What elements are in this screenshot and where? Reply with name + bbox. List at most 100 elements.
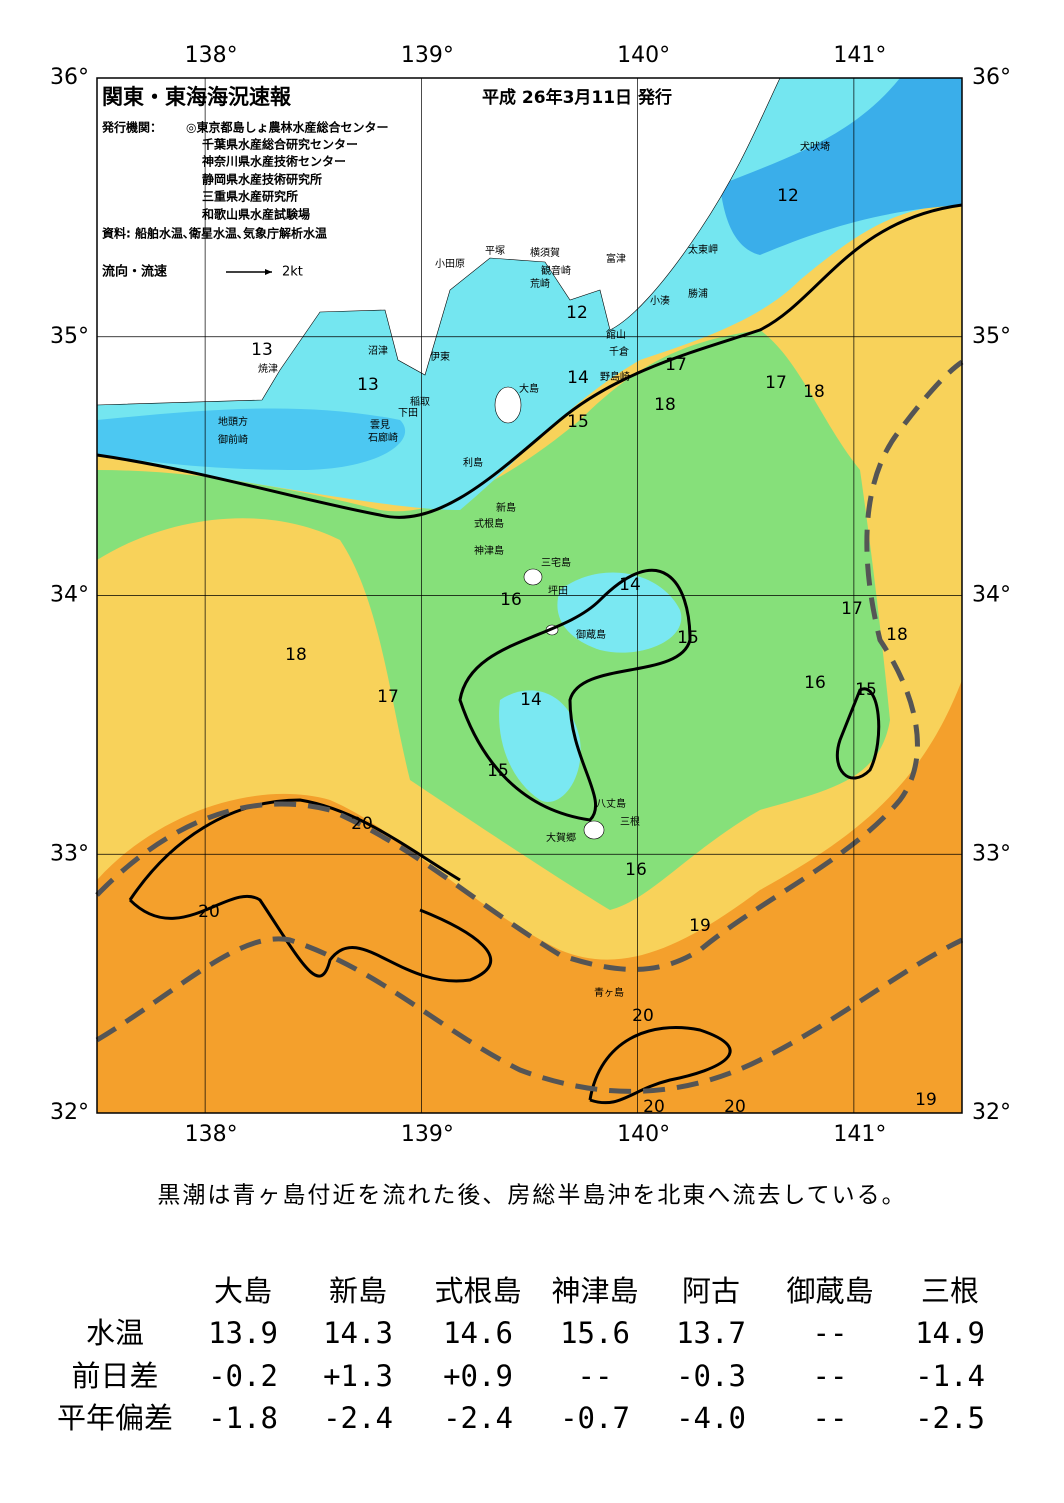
lon-tick-label: 141° [833, 43, 886, 68]
place-name: 太東岬 [688, 243, 718, 256]
lat-tick-label: 35° [50, 324, 89, 349]
contour-label: 16 [804, 673, 826, 693]
lat-tick-label: 33° [972, 841, 1011, 866]
zone-16 [97, 330, 890, 910]
zone-12 [720, 78, 962, 255]
column-header: 神津島 [551, 1274, 638, 1308]
column-header: 新島 [329, 1274, 387, 1308]
table-cell: -2.5 [915, 1401, 985, 1435]
lat-tick-label: 32° [972, 1100, 1011, 1125]
place-name: 焼津 [258, 363, 278, 375]
place-name: 荒崎 [530, 277, 550, 290]
table-cell: -4.0 [676, 1401, 746, 1435]
table-cell: -1.4 [915, 1359, 985, 1393]
lon-tick-label: 138° [185, 43, 238, 68]
island [523, 568, 543, 586]
island [494, 386, 522, 424]
row-label: 平年偏差 [57, 1401, 173, 1435]
graticule [97, 77, 962, 1114]
contour-15 [458, 568, 692, 822]
lat-tick-label: 35° [972, 324, 1011, 349]
contour-label: 15 [855, 680, 877, 700]
table-cell: -- [813, 1401, 848, 1435]
contour-label: 20 [643, 1097, 665, 1117]
place-name: 石廊崎 [368, 431, 398, 444]
sea-zones [96, 77, 962, 1113]
contour-15 [835, 687, 881, 780]
contour-label: 18 [886, 625, 908, 645]
contour-label: 19 [689, 916, 711, 936]
table-cell: -1.8 [208, 1401, 278, 1435]
place-name: 小湊 [650, 294, 670, 307]
lon-tick-label: 141° [833, 1122, 886, 1147]
place-name: 観音崎 [541, 264, 571, 277]
contour-label: 20 [724, 1097, 746, 1117]
place-name: 沼津 [368, 344, 388, 357]
contour-label: 17 [665, 355, 687, 375]
contour-label: 18 [803, 382, 825, 402]
lat-tick-label: 34° [50, 583, 89, 608]
table-cell: 13.7 [676, 1316, 746, 1350]
table-cell: 15.6 [560, 1316, 630, 1350]
lon-tick-label: 140° [617, 43, 670, 68]
place-name: 千倉 [609, 345, 629, 358]
place-name: 御前崎 [218, 433, 248, 446]
sources: 資料: 船舶水温､衛星水温､気象庁解析水温 [102, 226, 327, 241]
place-name: 館山 [606, 328, 626, 341]
place-name: 三宅島 [541, 556, 571, 569]
zone-cold-a [557, 572, 682, 653]
contour-label: 19 [915, 1090, 937, 1110]
place-name: 御蔵島 [576, 628, 606, 641]
place-name: 新島 [496, 501, 516, 514]
contour-label: 15 [487, 761, 509, 781]
contour-label: 15 [567, 412, 589, 432]
issuer: 神奈川県水産技術センター [202, 154, 346, 169]
place-name: 横須賀 [530, 246, 560, 259]
issue-date: 平成 26年3月11日 発行 [482, 87, 672, 108]
contour-label: 15 [677, 628, 699, 648]
lat-tick-label: 32° [50, 1100, 89, 1125]
column-header: 御蔵島 [786, 1274, 873, 1308]
contour-label: 14 [520, 690, 542, 710]
table-cell: -- [813, 1316, 848, 1350]
contour-15 [96, 203, 963, 519]
contours [95, 203, 964, 1105]
place-name: 地頭方 [218, 415, 248, 428]
table-cell: -- [578, 1359, 613, 1393]
place-names: 犬吠埼 太東岬 富津 横須賀 平塚 小田原 観音崎 勝浦 荒崎 小湊 館山 千倉… [218, 140, 830, 999]
table-cell: -0.7 [560, 1401, 630, 1435]
place-name: 神津島 [474, 544, 504, 557]
lon-tick-label: 138° [185, 1122, 238, 1147]
table-cell: +1.3 [323, 1359, 393, 1393]
contour-20 [128, 798, 493, 983]
place-name: 下田 [398, 408, 418, 419]
legend-scale: 2kt [282, 265, 303, 280]
kuroshio-edge [95, 936, 964, 1094]
lon-tick-label: 139° [401, 1122, 454, 1147]
table-cell: -2.4 [443, 1401, 513, 1435]
contour-label: 17 [377, 687, 399, 707]
issuer-label: 発行機関： [101, 120, 162, 135]
lat-tick-label: 33° [50, 841, 89, 866]
place-name: 勝浦 [688, 287, 708, 300]
place-name: 平塚 [485, 245, 505, 257]
kuroshio-edge [95, 359, 964, 972]
place-name: 雲見 [370, 419, 390, 431]
place-name: 小田原 [435, 258, 465, 270]
table-cell: +0.9 [443, 1359, 513, 1393]
place-name: 大賀郷 [546, 831, 576, 844]
zone-13 [97, 408, 406, 470]
contour-label: 17 [765, 373, 787, 393]
zone-cold-b [499, 690, 581, 802]
contour-label: 14 [619, 575, 641, 595]
lat-tick-label: 36° [972, 65, 1011, 90]
contour-label: 16 [625, 860, 647, 880]
contour-label: 13 [357, 375, 379, 395]
contour-label: 18 [654, 395, 676, 415]
issuer: ◎東京都島しょ農林水産総合センター [186, 120, 388, 135]
contour-label: 20 [198, 902, 220, 922]
table-cell: 14.9 [915, 1316, 985, 1350]
contour-label: 16 [500, 590, 522, 610]
column-header: 式根島 [434, 1274, 521, 1308]
